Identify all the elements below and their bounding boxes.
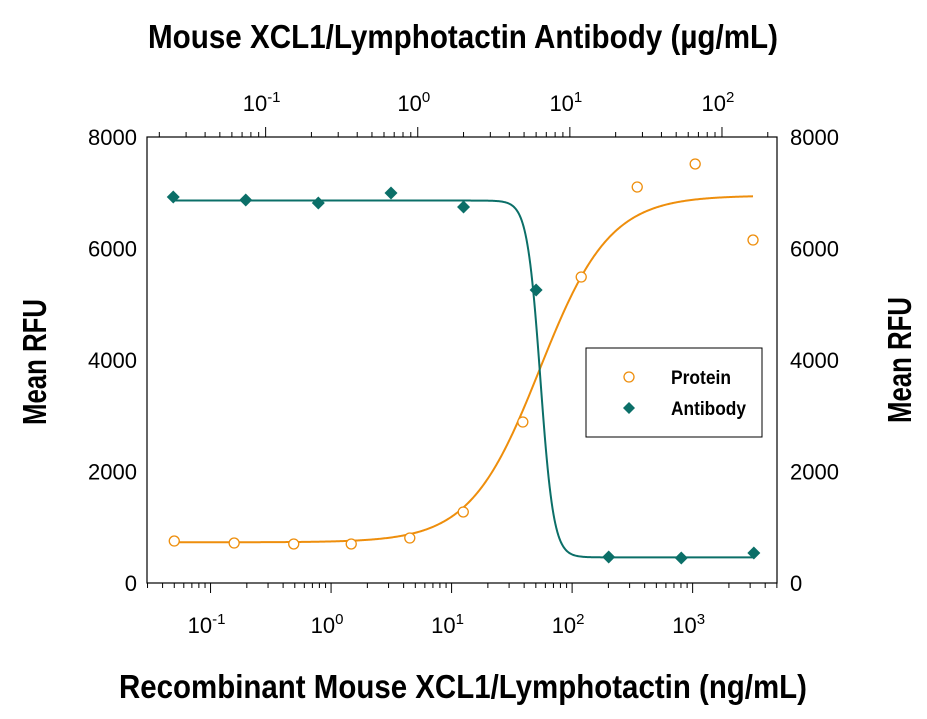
x-bottom-tick-label: 10-1 (188, 611, 226, 638)
protein-data-point (517, 416, 529, 428)
protein-data-point (689, 158, 701, 170)
legend-marker-antibody (623, 402, 635, 414)
y-tick-label-right: 6000 (790, 237, 839, 262)
y-tick-label-left: 6000 (88, 237, 137, 262)
x-top-tick-label: 102 (702, 89, 735, 116)
antibody-data-point (166, 190, 180, 204)
protein-data-point (747, 234, 759, 246)
x-top-tick-label: 101 (549, 89, 582, 116)
protein-data-point (631, 181, 643, 193)
y-tick-label-left: 0 (125, 571, 137, 596)
protein-data-point (457, 506, 469, 518)
x-bottom-tick-label: 100 (311, 611, 344, 638)
legend-box (585, 347, 763, 438)
x-bottom-tick-label: 101 (431, 611, 464, 638)
chart-title-top-axis-label: Mouse XCL1/Lymphotactin Antibody (µg/mL) (148, 18, 778, 55)
protein-data-point (228, 537, 240, 549)
protein-data-point (288, 538, 300, 550)
protein-data-point (345, 538, 357, 550)
antibody-data-point (602, 550, 616, 564)
y-tick-label-right: 4000 (790, 348, 839, 373)
antibody-data-point (747, 546, 761, 560)
y-tick-label-right: 2000 (790, 460, 839, 485)
protein-data-point (404, 532, 416, 544)
y-tick-label-right: 8000 (790, 125, 839, 150)
x-top-tick-label: 10-1 (243, 89, 281, 116)
legend-label-protein: Protein (671, 368, 731, 389)
y-axis-label-right: Mean RFU (881, 297, 918, 423)
legend-marker-protein (623, 371, 635, 383)
antibody-data-point (457, 200, 471, 214)
antibody-data-point (529, 283, 543, 297)
plot-frame (146, 136, 778, 584)
antibody-data-point (311, 196, 325, 210)
legend-label-antibody: Antibody (671, 399, 746, 420)
antibody-data-point (384, 186, 398, 200)
y-axis-label-left: Mean RFU (16, 299, 53, 425)
y-tick-label-left: 8000 (88, 125, 137, 150)
x-top-tick-label: 100 (397, 89, 430, 116)
protein-data-point (168, 535, 180, 547)
x-axis-label: Recombinant Mouse XCL1/Lymphotactin (ng/… (119, 668, 807, 705)
y-tick-label-left: 2000 (88, 460, 137, 485)
antibody-data-point (239, 193, 253, 207)
legend: Protein Antibody (585, 347, 763, 438)
y-tick-label-right: 0 (790, 571, 802, 596)
x-bottom-tick-label: 103 (672, 611, 705, 638)
x-bottom-tick-label: 102 (552, 611, 585, 638)
protein-data-point (575, 271, 587, 283)
antibody-data-point (674, 551, 688, 565)
y-tick-label-left: 4000 (88, 348, 137, 373)
